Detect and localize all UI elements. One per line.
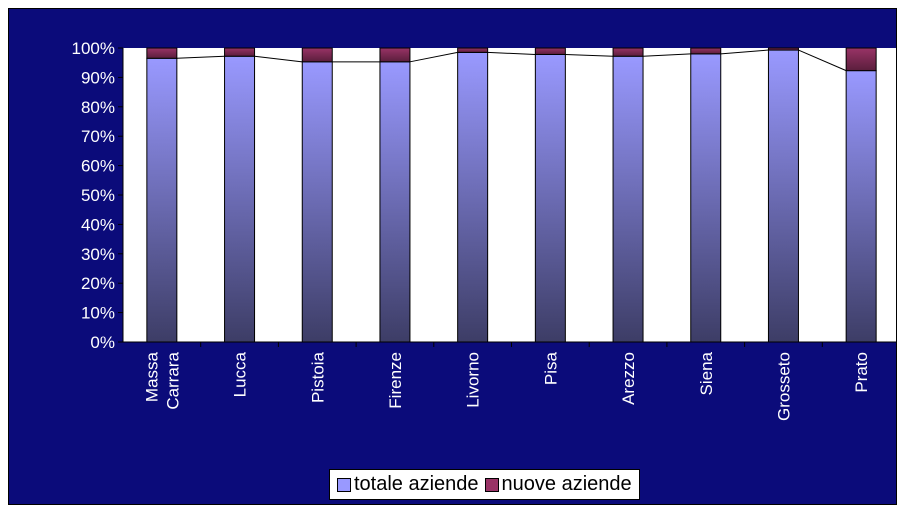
legend: totale aziende nuove aziende — [329, 469, 640, 500]
y-tick-label: 90% — [81, 68, 115, 87]
y-axis-ticks: 0% 10% 20% 30% 40% 50% 60% 70% 80% 90% 100% — [72, 39, 123, 352]
series-line-connector — [487, 51, 536, 55]
x-tick-label: Siena — [697, 351, 716, 395]
y-tick-label: 70% — [81, 127, 115, 146]
bar-totale — [146, 57, 178, 343]
bar-totale — [690, 53, 722, 343]
bar-nuove — [534, 47, 566, 55]
bar-totale — [612, 55, 644, 343]
bar-nuove — [690, 47, 722, 55]
x-tick-label: Arezzo — [619, 352, 638, 405]
legend-swatch-totale — [337, 477, 351, 492]
x-tick-label: Prato — [852, 352, 871, 393]
bar-totale — [379, 61, 411, 343]
x-tick-label: Lucca — [231, 351, 250, 397]
x-axis-labels: Massa Carrara Lucca Pistoia Firenze Livorno Pi… — [142, 342, 871, 421]
x-tick-label: Livorno — [464, 352, 483, 408]
series-line-connector — [798, 49, 847, 72]
bar-nuove — [146, 47, 178, 59]
y-tick-label: 20% — [81, 274, 115, 293]
y-tick-label: 60% — [81, 157, 115, 176]
x-tick-label: Firenze — [386, 352, 405, 409]
chart-svg: 0% 10% 20% 30% 40% 50% 60% 70% 80% 90% 100% Massa C… — [72, 39, 896, 421]
x-tick-label: Carrara — [163, 351, 182, 409]
legend-label-totale: totale aziende — [354, 473, 479, 495]
bar-totale — [767, 49, 799, 343]
legend-item-nuove: nuove aziende — [484, 473, 632, 496]
bar-nuove — [457, 47, 489, 53]
bar-nuove — [224, 47, 256, 57]
bar-totale — [301, 61, 333, 343]
y-tick-label: 50% — [81, 186, 115, 205]
series-line-connector — [720, 49, 769, 55]
y-tick-label: 100% — [72, 39, 115, 58]
bar-nuove — [301, 47, 333, 63]
legend-swatch-nuove — [484, 477, 499, 492]
x-tick-label: Massa — [142, 351, 161, 402]
y-tick-label: 0% — [90, 333, 115, 352]
series-line-connector — [643, 53, 691, 57]
series-line-connector — [176, 55, 225, 59]
series-line-connector — [254, 55, 303, 63]
bar-totale — [457, 51, 489, 343]
x-tick-label: Pistoia — [308, 351, 327, 403]
series-line-connector — [565, 53, 614, 57]
bar-nuove — [612, 47, 644, 57]
series-lines — [176, 49, 847, 72]
y-tick-label: 10% — [81, 304, 115, 323]
bar-nuove — [845, 47, 877, 72]
bar-nuove — [379, 47, 411, 63]
legend-label-nuove: nuove aziende — [501, 473, 632, 495]
legend-item-totale: totale aziende — [337, 473, 479, 496]
x-tick-label: Pisa — [541, 351, 560, 385]
bar-totale — [534, 53, 566, 343]
y-tick-label: 30% — [81, 245, 115, 264]
bars-group — [146, 47, 877, 343]
series-line-connector — [409, 51, 458, 63]
bar-nuove — [767, 47, 799, 51]
bar-totale — [845, 70, 877, 343]
y-tick-label: 40% — [81, 215, 115, 234]
bar-totale — [224, 55, 256, 343]
y-tick-label: 80% — [81, 98, 115, 117]
chart-area: 0% 10% 20% 30% 40% 50% 60% 70% 80% 90% 100% Massa C… — [8, 8, 897, 505]
x-tick-label: Grosseto — [774, 352, 793, 421]
